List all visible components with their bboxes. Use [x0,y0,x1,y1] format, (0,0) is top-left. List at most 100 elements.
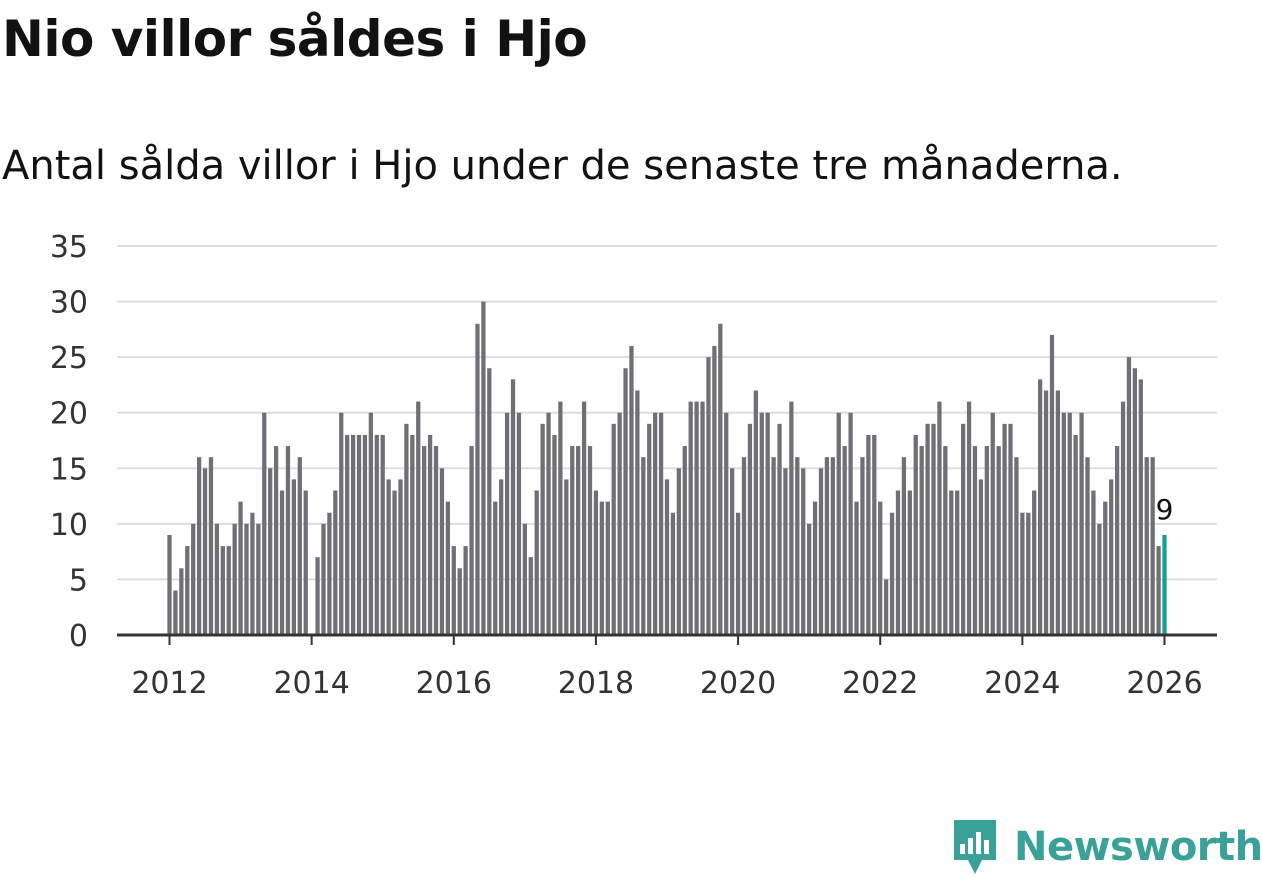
bar [854,501,859,635]
bar [487,368,492,635]
brand-logo: Newsworthy [950,818,1262,876]
x-tick-label: 2020 [700,666,776,701]
bar [730,468,735,635]
bar [250,512,255,635]
bar [753,390,758,635]
bar [919,446,924,635]
bar [848,412,853,635]
bar [777,423,782,635]
x-tick-label: 2014 [273,666,349,701]
bar [611,423,616,635]
bar [1126,357,1132,635]
bar [422,446,427,635]
bar [996,446,1001,635]
bar [836,412,841,635]
bar [1103,501,1108,635]
bar [623,368,628,635]
bar [386,479,391,635]
bar [824,457,830,635]
bar [268,468,273,635]
bar [546,412,551,635]
bar [1091,490,1096,635]
bar [990,412,995,635]
bar [937,401,942,635]
bar [504,412,510,635]
bar [185,546,190,635]
bar [398,479,403,635]
bar [333,490,338,635]
bar [1032,490,1037,635]
bar [807,523,812,635]
y-tick-label: 25 [50,341,88,376]
bar [516,412,522,635]
bar [167,534,172,635]
bar [552,434,557,635]
bar [812,501,818,635]
bar [943,446,948,635]
bar [196,457,202,635]
bar [327,512,332,635]
bar [1138,379,1143,635]
bar [1055,390,1061,635]
bar [374,434,379,635]
bar [1114,446,1120,635]
bar [1109,479,1114,635]
bar [392,490,397,635]
bar [362,434,368,635]
bar [540,423,545,635]
bar [682,446,687,635]
bar [593,490,599,635]
bar [587,446,593,635]
bar [570,446,575,635]
x-tick-label: 2026 [1126,666,1202,701]
bar [1067,412,1072,635]
bar [191,523,196,635]
bar [925,423,930,635]
bar [830,457,835,635]
bar [1020,512,1025,635]
bar [208,457,214,635]
x-tick-label: 2012 [131,666,207,701]
labels: 0 5 10 15 20 25 30 35 2012 2014 2016 2018 2020 2022 20… [50,230,1203,701]
bar [972,446,978,635]
bar [1073,434,1078,635]
bar [771,457,776,635]
bar [1049,334,1055,635]
chart-subtitle: Antal sålda villor i Hjo under de senast… [2,143,1123,189]
bar [617,412,622,635]
bar [949,490,954,635]
bar [741,457,747,635]
bar [694,401,699,635]
bar [1120,401,1126,635]
bar [884,579,889,635]
bar [202,468,208,635]
axes [117,633,1217,645]
y-tick-label: 35 [50,230,88,265]
bar [605,501,610,635]
bar [576,446,581,635]
bar [688,401,693,635]
bars [167,301,1167,635]
bar [1079,412,1084,635]
bar [244,523,249,635]
bar [1008,423,1013,635]
bar [232,523,237,635]
bar [931,423,936,635]
bar [860,457,865,635]
bar [1002,423,1007,635]
bar [416,401,421,635]
bar [866,434,871,635]
bar [1156,546,1161,635]
bar [735,512,741,635]
bar [789,401,794,635]
bar [256,523,261,635]
bar [907,490,912,635]
bar [629,346,634,635]
bar [901,457,907,635]
bar [1061,412,1066,635]
bar [339,412,344,635]
bar [676,468,681,635]
bar [457,568,462,635]
bar [179,568,184,635]
bar [700,401,705,635]
